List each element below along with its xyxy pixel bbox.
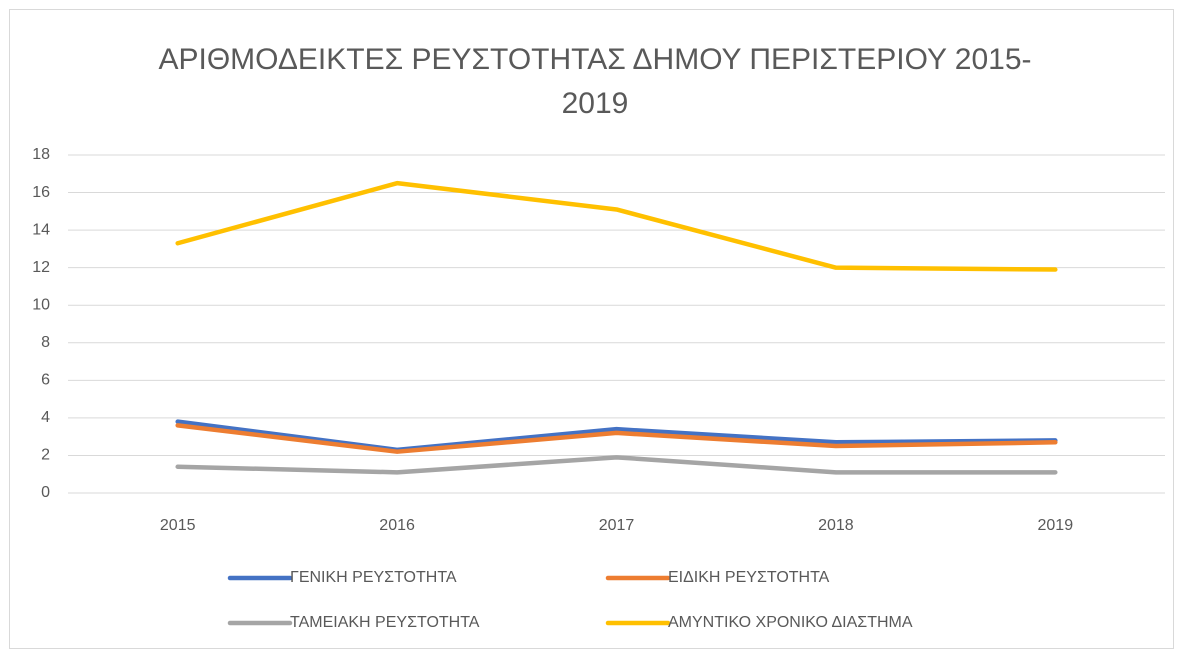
chart-title: ΑΡΙΘΜΟΔΕΙΚΤΕΣ ΡΕΥΣΤΟΤΗΤΑΣ ΔΗΜΟΥ ΠΕΡΙΣΤΕΡ… xyxy=(158,43,1032,120)
y-tick-label: 4 xyxy=(41,409,50,426)
y-tick-label: 16 xyxy=(32,184,50,201)
y-tick-label: 10 xyxy=(32,296,50,313)
chart-frame xyxy=(9,9,1174,649)
legend-label: ΓΕΝΙΚΗ ΡΕΥΣΤΟΤΗΤΑ xyxy=(290,569,457,586)
series-line xyxy=(175,423,1058,454)
legend-label: ΑΜΥΝΤΙΚΟ ΧΡΟΝΙΚΟ ΔΙΑΣΤΗΜΑ xyxy=(668,614,913,631)
x-tick-label: 2019 xyxy=(1038,517,1074,534)
series-line xyxy=(175,455,1058,475)
y-tick-label: 14 xyxy=(32,221,50,238)
y-tick-label: 0 xyxy=(41,484,50,501)
x-tick-label: 2018 xyxy=(818,517,854,534)
y-tick-label: 2 xyxy=(41,447,50,464)
x-tick-label: 2017 xyxy=(599,517,635,534)
y-tick-label: 18 xyxy=(32,146,50,163)
y-tick-label: 12 xyxy=(32,259,50,276)
x-tick-label: 2015 xyxy=(160,517,196,534)
series-line xyxy=(175,180,1058,272)
series-line xyxy=(175,419,1058,453)
legend-label: ΤΑΜΕΙΑΚΗ ΡΕΥΣΤΟΤΗΤΑ xyxy=(290,614,480,631)
y-tick-label: 8 xyxy=(41,334,50,351)
x-tick-label: 2016 xyxy=(379,517,415,534)
legend-label: ΕΙΔΙΚΗ ΡΕΥΣΤΟΤΗΤΑ xyxy=(668,569,830,586)
y-tick-label: 6 xyxy=(41,372,50,389)
